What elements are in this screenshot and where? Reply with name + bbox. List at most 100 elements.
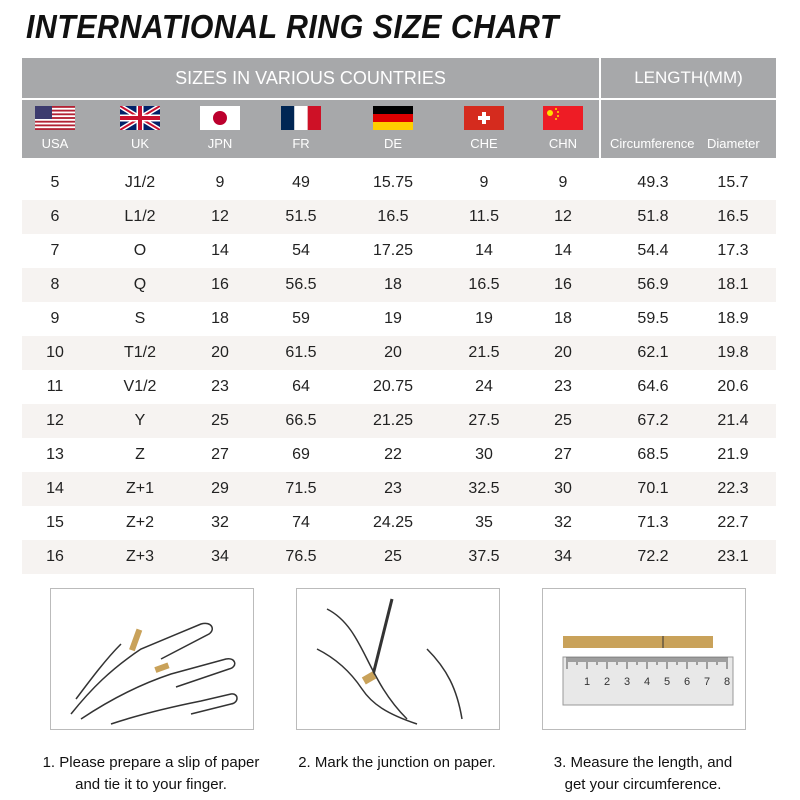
country-header-row: USA UK JPN FR DE CHE CHN [22, 100, 599, 158]
step2-illustration [296, 588, 500, 730]
country-code: UK [130, 136, 150, 151]
table-cell: 14 [554, 242, 572, 259]
table-cell: 6 [50, 208, 60, 225]
ruler-number: 5 [664, 676, 670, 688]
table-cell: 72.2 [637, 548, 669, 565]
caption-line: and tie it to your finger. [75, 776, 227, 793]
table-cell: 74 [292, 514, 310, 531]
table-cell: 51.5 [285, 208, 317, 225]
table-cell: 68.5 [637, 446, 669, 463]
country-column-uk: UK [100, 100, 180, 158]
circumference-label: Circumference [610, 136, 695, 151]
germany-flag-icon [373, 106, 413, 130]
table-cell: 32 [554, 514, 572, 531]
table-cell: Q [133, 276, 147, 293]
table-cell: 23 [384, 480, 402, 497]
table-cell: 15 [46, 514, 64, 531]
table-cell: 32.5 [468, 480, 500, 497]
table-cell: 49.3 [637, 174, 669, 191]
length-subheader-row: Circumference Diameter [601, 100, 776, 158]
table-cell: 62.1 [637, 344, 669, 361]
table-row: 15 Z+2 32 74 24.25 35 32 71.3 22.7 [22, 506, 776, 540]
table-cell: 21.25 [372, 412, 414, 429]
table-cell: 64.6 [637, 378, 669, 395]
table-cell: Y [134, 412, 146, 429]
france-flag-icon [281, 106, 321, 130]
table-cell: 16.5 [468, 276, 500, 293]
table-cell: Z+1 [125, 480, 154, 497]
table-cell: 9 [558, 174, 568, 191]
table-cell: 18 [554, 310, 572, 327]
table-cell: 14 [46, 480, 64, 497]
table-cell: 20 [211, 344, 229, 361]
table-cell: 25 [211, 412, 229, 429]
table-row: 11 V1/2 23 64 20.75 24 23 64.6 20.6 [22, 370, 776, 404]
table-cell: 20.6 [717, 378, 749, 395]
table-cell: 5 [50, 174, 60, 191]
table-cell: S [134, 310, 146, 327]
table-cell: 56.5 [285, 276, 317, 293]
table-row: 8 Q 16 56.5 18 16.5 16 56.9 18.1 [22, 268, 776, 302]
country-code: FR [292, 136, 310, 151]
table-cell: 11 [46, 378, 64, 395]
table-cell: 59 [292, 310, 310, 327]
table-cell: 34 [554, 548, 572, 565]
step3-illustration: 1 2 3 4 5 6 7 8 [542, 588, 746, 730]
table-cell: 21.9 [717, 446, 749, 463]
table-cell: 54.4 [637, 242, 669, 259]
table-cell: 66.5 [285, 412, 317, 429]
table-cell: 29 [211, 480, 229, 497]
table-cell: 19 [384, 310, 402, 327]
table-cell: 20.75 [372, 378, 414, 395]
table-cell: 32 [211, 514, 229, 531]
table-cell: 70.1 [637, 480, 669, 497]
table-cell: 15.7 [717, 174, 749, 191]
table-row: 6 L1/2 12 51.5 16.5 11.5 12 51.8 16.5 [22, 200, 776, 234]
table-cell: 49 [292, 174, 310, 191]
table-cell: Z+3 [125, 548, 154, 565]
table-cell: 67.2 [637, 412, 669, 429]
caption-line: 1. Please prepare a slip of paper [42, 754, 260, 771]
table-cell: 27 [554, 446, 572, 463]
country-code: CHE [470, 136, 498, 151]
country-column-che: CHE [444, 100, 524, 158]
table-cell: 54 [292, 242, 310, 259]
table-cell: 30 [554, 480, 572, 497]
ruler-number: 1 [584, 676, 590, 688]
uk-flag-icon [120, 106, 160, 130]
table-cell: 16 [46, 548, 64, 565]
table-cell: 22.7 [717, 514, 749, 531]
table-cell: 23 [554, 378, 572, 395]
diameter-label: Diameter [707, 136, 760, 151]
table-cell: 30 [475, 446, 493, 463]
step2-caption: 2. Mark the junction on paper. [267, 752, 527, 774]
table-cell: 8 [50, 276, 60, 293]
table-cell: 20 [554, 344, 572, 361]
ruler-measure-icon: 1 2 3 4 5 6 7 8 [562, 636, 734, 706]
table-cell: 17.3 [717, 242, 749, 259]
step1-caption: 1. Please prepare a slip of paper and ti… [21, 752, 281, 796]
table-cell: Z+2 [125, 514, 154, 531]
table-cell: 16 [554, 276, 572, 293]
ruler-number: 2 [604, 676, 610, 688]
table-cell: 69 [292, 446, 310, 463]
caption-line: get your circumference. [564, 776, 722, 793]
usa-flag-icon [35, 106, 75, 130]
country-code: DE [383, 136, 403, 151]
table-cell: 27 [211, 446, 229, 463]
table-cell: 11.5 [469, 208, 499, 225]
step1-illustration [50, 588, 254, 730]
country-column-de: DE [353, 100, 433, 158]
sizes-header: SIZES IN VARIOUS COUNTRIES [22, 58, 599, 98]
table-row: 10 T1/2 20 61.5 20 21.5 20 62.1 19.8 [22, 336, 776, 370]
ruler-number: 7 [704, 676, 710, 688]
china-flag-icon [543, 106, 583, 130]
table-row: 9 S 18 59 19 19 18 59.5 18.9 [22, 302, 776, 336]
table-cell: 19.8 [717, 344, 749, 361]
table-cell: 12 [46, 412, 64, 429]
table-cell: 12 [554, 208, 572, 225]
table-cell: 25 [554, 412, 572, 429]
country-code: JPN [207, 136, 233, 151]
table-cell: 16 [211, 276, 229, 293]
